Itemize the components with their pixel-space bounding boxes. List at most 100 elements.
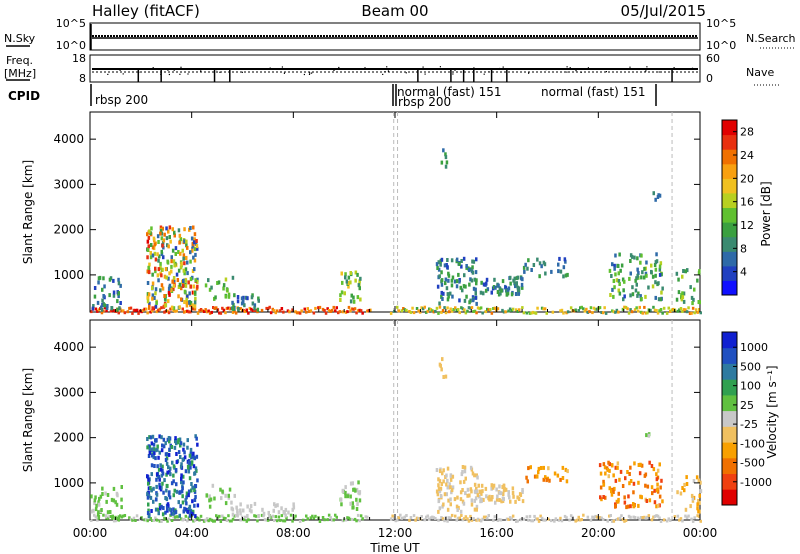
data-point: [438, 469, 442, 474]
data-point: [544, 271, 547, 276]
data-point: [630, 310, 634, 314]
freq-dot: [629, 66, 631, 68]
data-point: [649, 308, 652, 312]
data-point: [96, 309, 99, 313]
data-point: [143, 307, 146, 311]
data-point: [154, 438, 157, 443]
data-point: [428, 517, 431, 521]
data-point: [399, 513, 402, 517]
data-point: [449, 502, 452, 507]
data-point: [434, 517, 437, 520]
colorbar-tick-label: 4: [740, 266, 747, 279]
data-point: [103, 284, 106, 289]
data-point: [475, 311, 478, 315]
data-point: [221, 306, 224, 310]
data-point: [461, 488, 464, 492]
freq-dot: [450, 69, 452, 71]
data-point: [156, 252, 159, 257]
data-point: [334, 513, 337, 517]
data-point: [438, 305, 442, 309]
data-point: [156, 464, 159, 469]
data-point: [562, 311, 565, 315]
data-point: [582, 307, 585, 311]
data-point: [522, 311, 526, 315]
data-point: [147, 477, 150, 482]
data-point: [632, 481, 636, 486]
data-point: [346, 516, 349, 520]
data-point: [418, 310, 422, 314]
data-point: [102, 276, 105, 281]
data-point: [638, 518, 641, 521]
data-point: [184, 310, 188, 313]
data-point: [182, 278, 186, 283]
data-point: [190, 461, 193, 466]
data-point: [493, 277, 496, 282]
data-point: [94, 507, 98, 512]
data-point: [358, 498, 362, 503]
data-point: [181, 486, 184, 491]
data-point: [184, 267, 188, 272]
data-point: [355, 311, 358, 315]
data-point: [346, 494, 350, 499]
data-point: [246, 504, 249, 509]
data-point: [269, 311, 273, 315]
data-point: [314, 514, 317, 518]
data-point: [623, 500, 627, 505]
data-point: [196, 279, 199, 284]
data-point: [173, 263, 176, 268]
data-point: [400, 309, 404, 313]
data-point: [344, 310, 348, 314]
data-point: [155, 477, 158, 482]
freq-dot: [386, 66, 388, 68]
data-point: [615, 308, 619, 312]
data-point: [329, 310, 332, 313]
data-point: [266, 307, 270, 310]
data-point: [189, 300, 193, 305]
data-point: [193, 300, 197, 305]
data-point: [471, 471, 475, 476]
data-point: [189, 250, 192, 255]
data-point: [175, 441, 178, 446]
data-point: [652, 305, 655, 309]
data-point: [515, 282, 518, 287]
data-point: [207, 519, 210, 523]
data-point: [159, 288, 162, 293]
data-point: [157, 507, 160, 512]
data-point: [183, 455, 187, 460]
data-point: [157, 455, 160, 460]
data-point: [509, 281, 512, 286]
data-point: [468, 300, 471, 305]
colorbar-segment: [722, 149, 737, 165]
data-point: [182, 442, 186, 447]
data-point: [174, 252, 177, 256]
data-point: [114, 500, 117, 505]
data-point: [479, 490, 482, 494]
data-point: [423, 518, 426, 522]
freq-dot: [187, 73, 189, 75]
data-point: [227, 493, 230, 498]
data-point: [257, 298, 260, 303]
data-point: [509, 499, 512, 504]
data-point: [412, 514, 416, 518]
data-point: [169, 466, 172, 471]
data-point: [343, 291, 346, 296]
data-point: [106, 516, 110, 520]
data-point: [182, 474, 185, 479]
data-point: [679, 491, 683, 496]
data-point: [350, 518, 354, 521]
freq-dot: [645, 70, 647, 72]
data-point: [391, 514, 394, 518]
data-point: [245, 519, 248, 523]
data-point: [180, 286, 183, 291]
data-point: [640, 310, 643, 314]
data-point: [470, 498, 474, 503]
data-point: [441, 471, 444, 476]
data-point: [414, 518, 417, 522]
data-point: [242, 309, 245, 313]
freq-dot: [488, 71, 490, 73]
data-point: [516, 310, 519, 313]
data-point: [475, 473, 478, 478]
data-point: [163, 516, 166, 520]
data-point: [188, 460, 191, 465]
data-point: [92, 304, 95, 308]
